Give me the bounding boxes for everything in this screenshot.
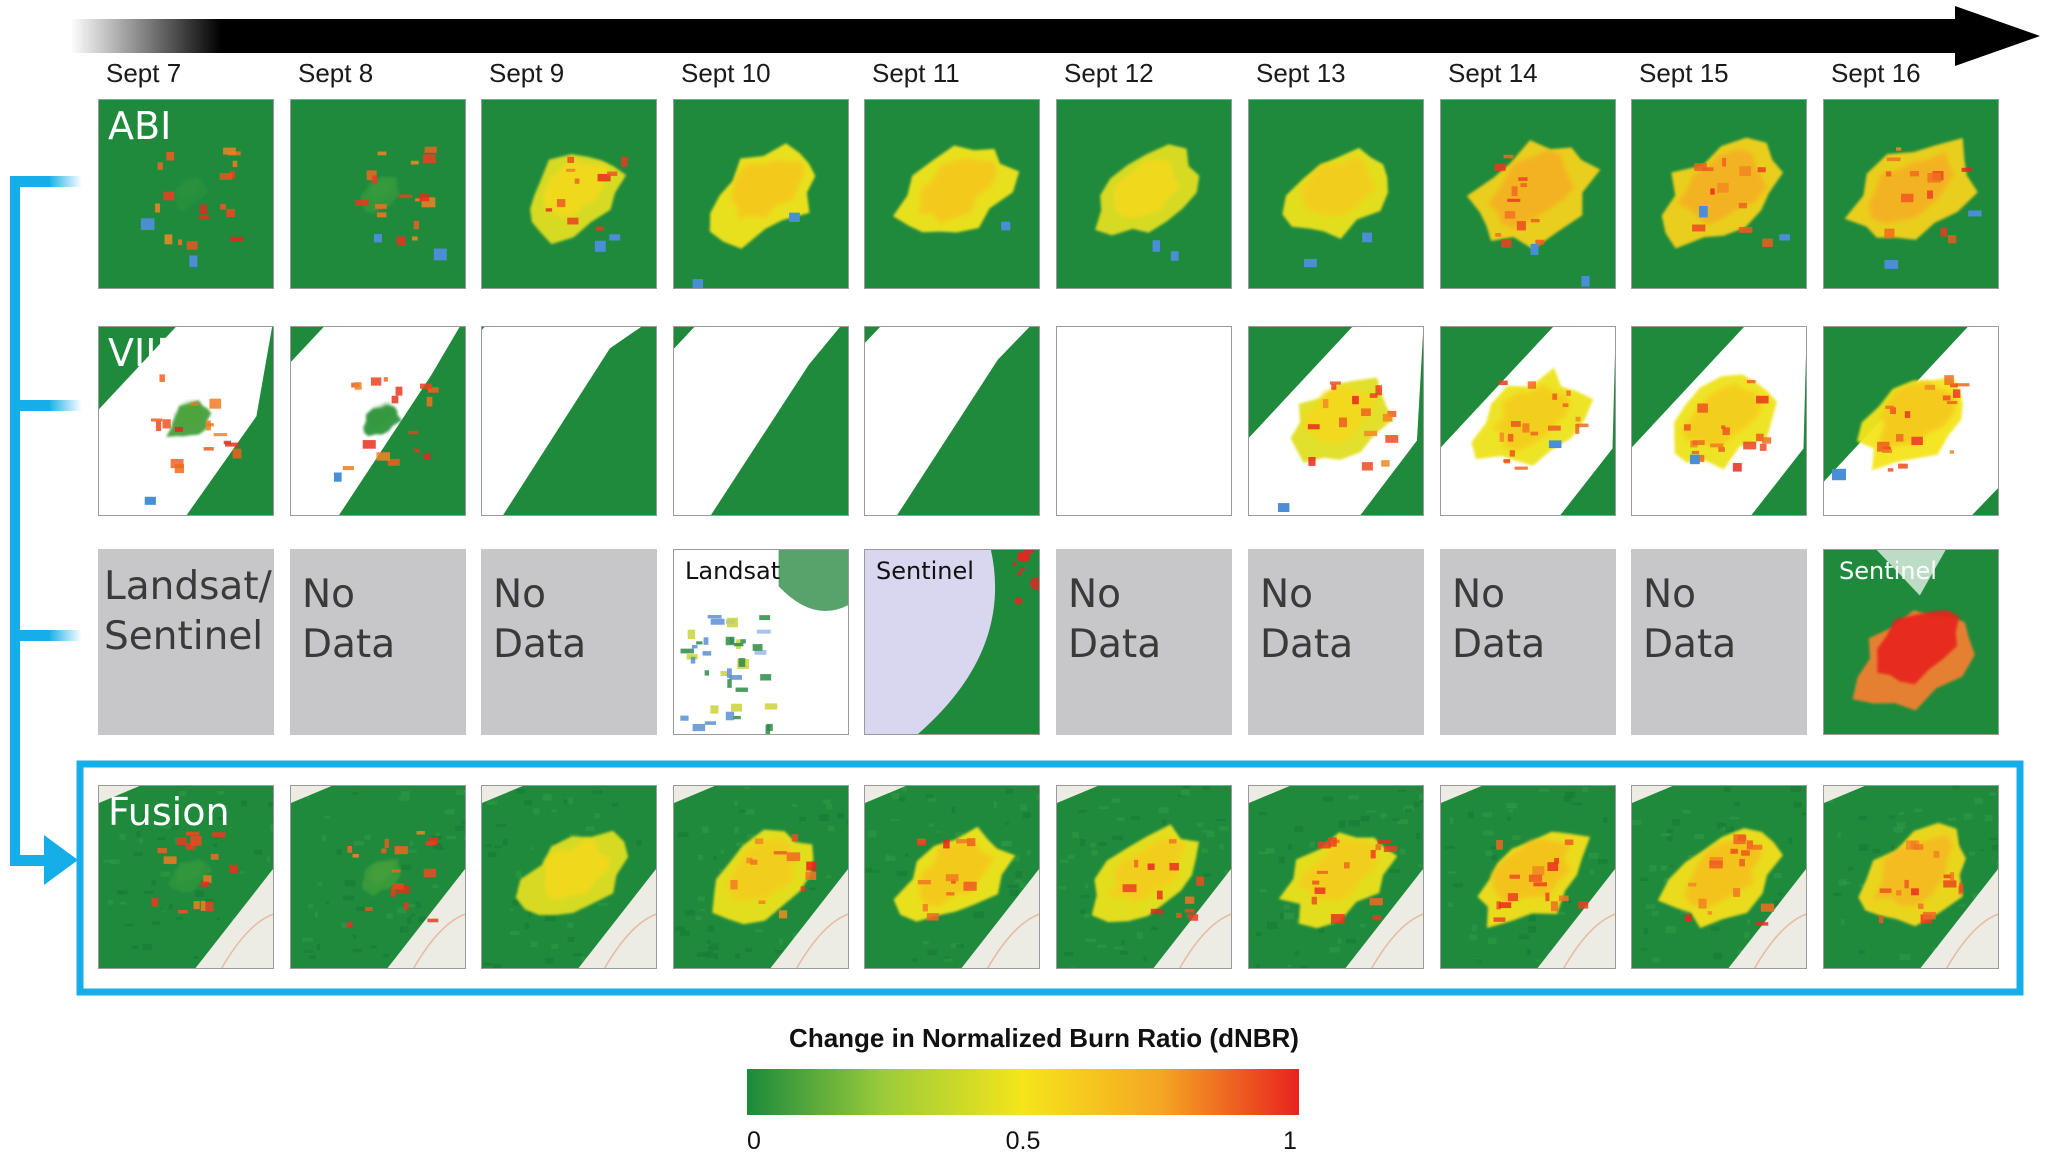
panel-abi-3 — [481, 99, 657, 289]
panel-landsat-sentinel-10: Sentinel — [1823, 549, 1999, 735]
colorbar-gradient — [747, 1069, 1299, 1115]
date-labels: Sept 7 Sept 8 Sept 9 Sept 10 Sept 11 Sept 12 S… — [106, 58, 1921, 88]
row-label-abi: ABI — [108, 104, 171, 148]
no-data-label: Data — [302, 622, 395, 667]
row-labels: ABI VIIRS Landsat/Sentinel Fusion — [104, 104, 273, 834]
flow-arrow-head-icon — [44, 835, 78, 885]
panel-abi-2 — [290, 99, 466, 289]
date-label: Sept 13 — [1256, 58, 1346, 88]
panel-landsat-sentinel-5: Sentinel — [864, 549, 1040, 735]
panel-fusion-10 — [1823, 785, 1999, 969]
panel-viirs-8 — [1440, 326, 1616, 516]
sensor-label-sentinel: Sentinel — [1839, 557, 1937, 585]
panel-viirs-1 — [98, 326, 274, 516]
no-data-label: No — [302, 572, 355, 617]
sensor-label-landsat: Landsat — [685, 557, 780, 585]
panel-landsat-sentinel-7: No Data — [1248, 549, 1424, 735]
panel-viirs-2 — [290, 326, 466, 516]
panel-viirs-5 — [864, 326, 1040, 516]
panel-fusion-8 — [1440, 785, 1616, 969]
row-label-landsat-sentinel: Landsat/ — [104, 564, 273, 609]
colorbar-tick-0-5: 0.5 — [1006, 1127, 1041, 1155]
colorbar: Change in Normalized Burn Ratio (dNBR) 0… — [747, 1023, 1299, 1155]
panel-fusion-7 — [1248, 785, 1424, 969]
panel-fusion-4 — [673, 785, 849, 969]
panel-abi-5 — [864, 99, 1040, 289]
no-data-label: Data — [493, 622, 586, 667]
sensor-label-sentinel: Sentinel — [876, 557, 974, 585]
panel-viirs-4 — [673, 326, 849, 516]
panel-abi-10 — [1823, 99, 1999, 289]
no-data-label: Data — [1260, 622, 1353, 667]
panel-viirs-6 — [1056, 326, 1232, 516]
colorbar-tick-0: 0 — [747, 1127, 761, 1155]
panel-fusion-5 — [864, 785, 1040, 969]
no-data-label: No — [1260, 572, 1313, 617]
panel-landsat-sentinel-4: Landsat — [673, 549, 849, 735]
no-data-label: Data — [1643, 622, 1736, 667]
date-label: Sept 8 — [298, 58, 373, 88]
date-label: Sept 16 — [1831, 58, 1921, 88]
panel-abi-9 — [1631, 99, 1807, 289]
date-label: Sept 14 — [1448, 58, 1538, 88]
no-data-label: No — [493, 572, 546, 617]
date-label: Sept 9 — [489, 58, 564, 88]
no-data-label: No — [1068, 572, 1121, 617]
fusion-highlight-box — [76, 760, 2024, 996]
no-data-label: Data — [1068, 622, 1161, 667]
panel-landsat-sentinel-2: No Data — [290, 549, 466, 735]
panel-abi-6 — [1056, 99, 1232, 289]
date-label: Sept 11 — [872, 58, 960, 88]
colorbar-tick-1: 1 — [1283, 1127, 1297, 1155]
no-data-label: No — [1452, 572, 1505, 617]
date-label: Sept 7 — [106, 58, 181, 88]
panel-fusion-1 — [98, 785, 274, 969]
timeline-arrow — [70, 6, 2040, 66]
date-label: Sept 12 — [1064, 58, 1154, 88]
panel-abi-4 — [673, 99, 849, 289]
panel-fusion-3 — [481, 785, 657, 969]
panel-landsat-sentinel-3: No Data — [481, 549, 657, 735]
row-label-fusion: Fusion — [108, 790, 230, 834]
panel-landsat-sentinel-6: No Data — [1056, 549, 1232, 735]
panel-landsat-sentinel-1 — [98, 549, 274, 735]
no-data-label: No — [1643, 572, 1696, 617]
panel-abi-7 — [1248, 99, 1424, 289]
panel-viirs-9 — [1631, 326, 1807, 516]
panel-landsat-sentinel-9: No Data — [1631, 549, 1807, 735]
row-label-viirs: VIIRS — [108, 331, 207, 375]
date-label: Sept 10 — [681, 58, 771, 88]
row-label-landsat-sentinel: Sentinel — [104, 614, 263, 659]
panel-fusion-6 — [1056, 785, 1232, 969]
panel-abi-1 — [98, 99, 274, 289]
no-data-label: Data — [1452, 622, 1545, 667]
panel-fusion-2 — [290, 785, 466, 969]
colorbar-title: Change in Normalized Burn Ratio (dNBR) — [789, 1023, 1299, 1053]
date-label: Sept 15 — [1639, 58, 1729, 88]
panel-fusion-9 — [1631, 785, 1807, 969]
row-flow-connector — [10, 176, 82, 885]
panel-landsat-sentinel-8: No Data — [1440, 549, 1616, 735]
panel-viirs-10 — [1823, 326, 1999, 516]
panel-viirs-3 — [481, 326, 657, 516]
panel-viirs-7 — [1248, 326, 1424, 516]
panel-abi-8 — [1440, 99, 1616, 289]
